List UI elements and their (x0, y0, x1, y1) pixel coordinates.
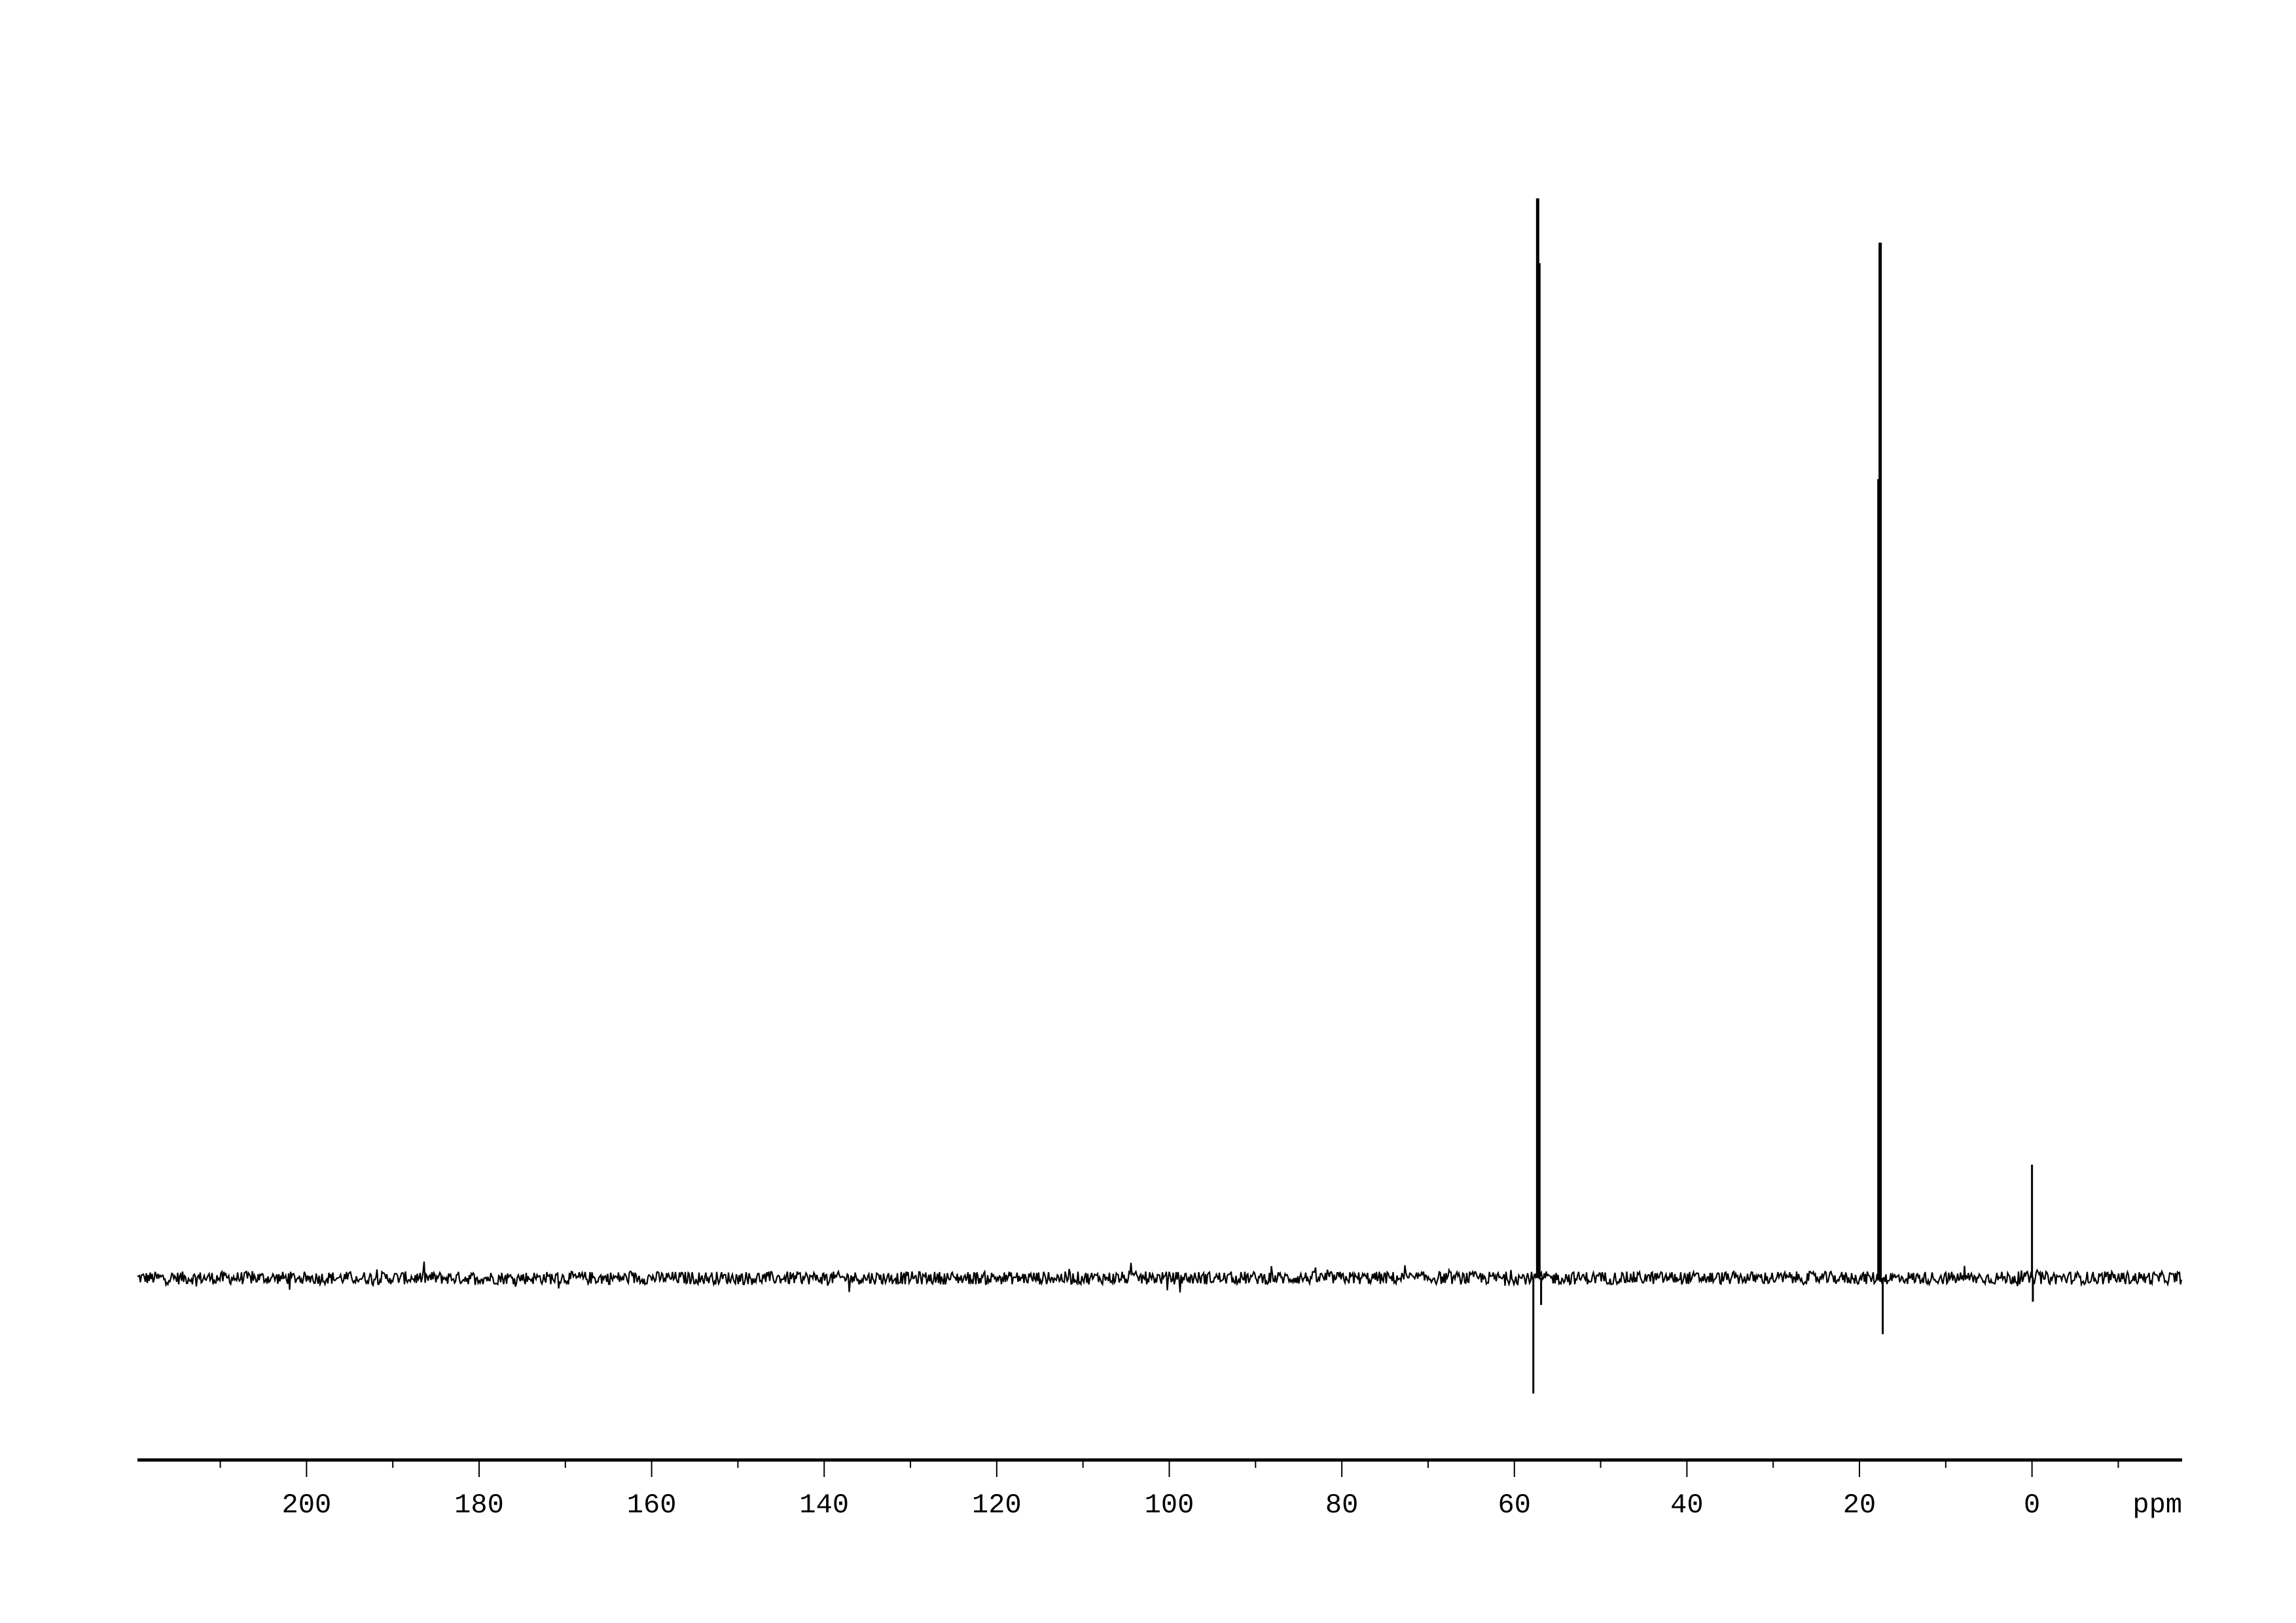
x-tick-label: 200 (282, 1489, 332, 1521)
x-axis-unit-label: ppm (2132, 1489, 2182, 1521)
x-tick-label: 100 (1145, 1489, 1194, 1521)
x-tick-label: 60 (1498, 1489, 1531, 1521)
x-tick-label: 20 (1843, 1489, 1876, 1521)
spectrum-trace (137, 1261, 2183, 1293)
x-tick-label: 180 (454, 1489, 504, 1521)
x-tick-label: 40 (1670, 1489, 1703, 1521)
x-tick-label: 0 (2024, 1489, 2040, 1521)
x-tick-label: 160 (627, 1489, 677, 1521)
x-tick-label: 80 (1325, 1489, 1358, 1521)
x-tick-label: 140 (799, 1489, 849, 1521)
x-tick-label: 120 (972, 1489, 1022, 1521)
